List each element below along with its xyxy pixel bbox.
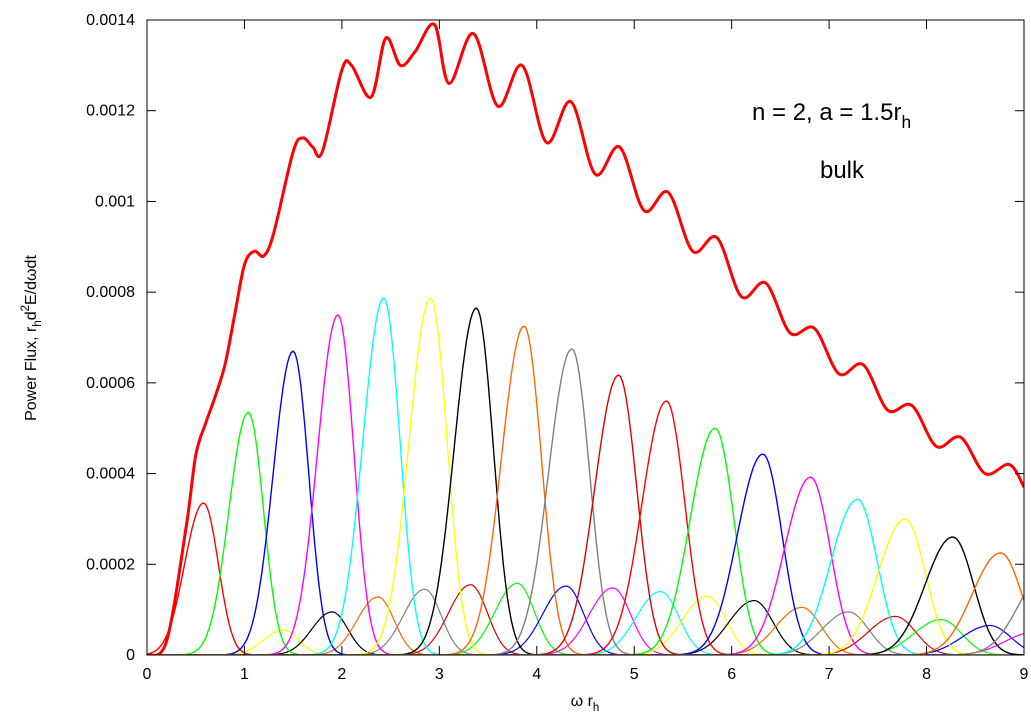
y-tick-label: 0.0002	[86, 556, 135, 573]
x-tick-label: 0	[143, 666, 152, 683]
secondary-mode-curve-7	[147, 585, 1024, 655]
mode-curve-5	[147, 297, 1024, 655]
x-tick-label: 1	[240, 666, 249, 683]
y-tick-label: 0.0012	[86, 103, 135, 120]
x-tick-label: 3	[435, 666, 444, 683]
mode-curve-8	[147, 325, 1024, 655]
mode-curve-3	[147, 350, 1024, 655]
y-tick-label: 0.0006	[86, 375, 135, 392]
axis-ticks: 0 1 2 3 4 5 6 7 8 9 0 0.0002 0.0004 0.0006 0.0008 0.001…	[86, 12, 1028, 683]
x-tick-label: 2	[337, 666, 346, 683]
x-tick-label: 7	[825, 666, 834, 683]
total-flux-curve	[147, 22, 1024, 655]
mode-curve-15	[147, 498, 1024, 655]
x-tick-label: 8	[922, 666, 931, 683]
mode-curve-9	[147, 347, 1024, 655]
secondary-mode-curve-2	[147, 611, 1024, 655]
x-tick-label: 9	[1020, 666, 1029, 683]
secondary-mode-curve-15	[147, 618, 1024, 655]
x-tick-label: 4	[532, 666, 541, 683]
secondary-mode-curve-9	[147, 590, 1024, 655]
secondary-mode-curve-1	[147, 629, 1024, 655]
y-axis-title: Power Flux, rhd2E/dωdt	[20, 255, 44, 421]
y-tick-label: 0.001	[95, 193, 135, 210]
mode-curve-6	[147, 297, 1024, 655]
y-tick-label: 0.0014	[86, 12, 135, 29]
secondary-mode-curve-13	[147, 611, 1024, 655]
mode-curve-19	[147, 593, 1024, 655]
secondary-mode-curve-14	[147, 615, 1024, 655]
x-axis-title: ω rh	[571, 693, 600, 713]
mode-curve-11	[147, 400, 1024, 655]
annotation-bulk: bulk	[820, 157, 865, 184]
secondary-mode-curve-8	[147, 587, 1024, 655]
secondary-mode-curve-6	[147, 582, 1024, 655]
mode-curve-16	[147, 518, 1024, 655]
y-tick-label: 0.0004	[86, 466, 135, 483]
mode-curve-17	[147, 536, 1024, 655]
y-tick-label: 0	[126, 647, 135, 664]
plot-frame	[146, 19, 1025, 656]
mode-curve-4	[147, 313, 1024, 655]
mode-curve-13	[147, 453, 1024, 655]
mode-curve-10	[147, 374, 1024, 655]
mode-curve-7	[147, 307, 1024, 655]
y-tick-label: 0.0008	[86, 284, 135, 301]
x-tick-label: 5	[630, 666, 639, 683]
annotation-parameters: n = 2, a = 1.5rh	[752, 99, 911, 132]
x-tick-label: 6	[727, 666, 736, 683]
